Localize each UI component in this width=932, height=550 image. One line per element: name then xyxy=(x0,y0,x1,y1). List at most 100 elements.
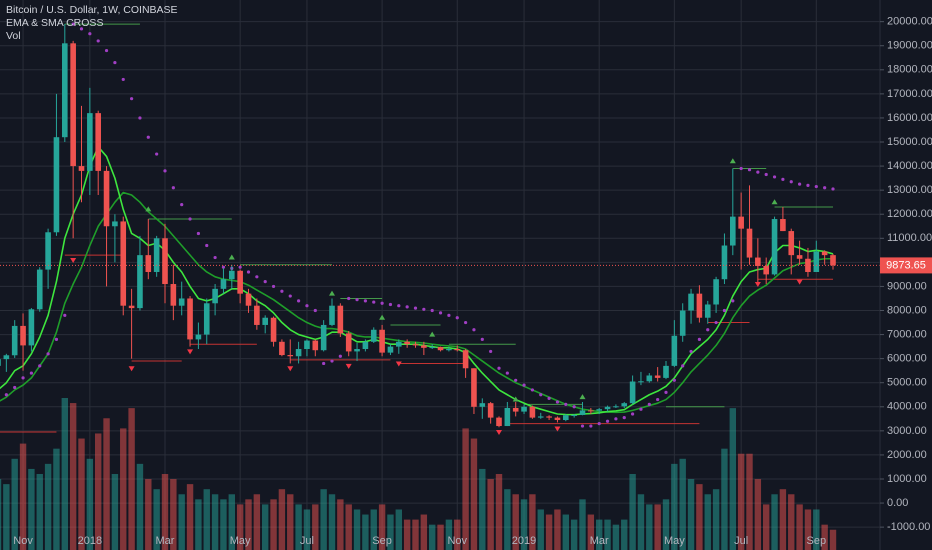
volume-bar xyxy=(596,519,603,550)
candle-body xyxy=(362,341,369,350)
sar-dot xyxy=(597,422,601,426)
volume-bar xyxy=(253,494,261,550)
sar-dot xyxy=(605,419,610,423)
sar-dot xyxy=(530,388,535,392)
down-signal xyxy=(128,366,135,372)
down-signal xyxy=(70,257,77,263)
sar-dot xyxy=(180,202,184,207)
x-tick-label: Jul xyxy=(734,535,748,547)
candle-body xyxy=(512,407,519,412)
candle-body xyxy=(412,344,419,346)
y-tick-label: 11000.00 xyxy=(887,232,932,244)
x-tick-label: 2018 xyxy=(78,535,102,547)
candle-body xyxy=(11,325,18,356)
candle-body xyxy=(128,305,135,309)
volume-bar xyxy=(95,433,102,550)
volume-bar xyxy=(504,489,511,550)
candle-body xyxy=(195,334,202,340)
up-signal xyxy=(579,394,586,400)
candle-body xyxy=(87,113,93,171)
candle-body xyxy=(270,317,277,342)
sar-dot xyxy=(539,393,543,397)
volume-bar xyxy=(295,504,302,550)
volume-bar xyxy=(604,519,611,550)
candle-body xyxy=(212,288,218,304)
volume-bar xyxy=(236,504,244,550)
candle-body xyxy=(354,349,360,352)
sar-dot xyxy=(347,296,351,301)
sar-dot xyxy=(21,376,25,380)
x-tick-label: Jul xyxy=(300,535,314,547)
volume-bar xyxy=(737,453,745,550)
last-price-tag xyxy=(880,257,932,274)
sar-dot xyxy=(104,48,109,53)
volume-bar xyxy=(696,484,703,550)
sar-dot xyxy=(697,337,702,341)
volume-bar xyxy=(245,499,252,550)
down-signal xyxy=(287,366,294,372)
sar-dot xyxy=(163,169,167,173)
volume-bar xyxy=(270,499,277,550)
candle-body xyxy=(53,137,60,233)
volume-bar xyxy=(704,494,711,550)
plot-layer xyxy=(0,22,880,436)
volume-bar xyxy=(262,504,269,550)
volume-bar xyxy=(111,474,119,550)
volume-bar xyxy=(287,494,294,550)
candle-body xyxy=(821,251,828,256)
sar-dot xyxy=(522,383,526,387)
volume-bar xyxy=(654,504,661,550)
y-tick-label: 1000.00 xyxy=(887,473,927,485)
candle-body xyxy=(763,265,769,275)
sar-dot xyxy=(263,280,267,284)
candle-body xyxy=(813,251,820,272)
candle-body xyxy=(679,310,686,336)
sar-dot xyxy=(397,304,401,308)
sar-dot xyxy=(731,299,735,303)
sar-dot xyxy=(422,307,426,311)
volume-bar xyxy=(44,463,52,550)
candle-body xyxy=(771,219,778,275)
sar-dot xyxy=(46,352,50,356)
sar-dot xyxy=(138,116,142,120)
sar-dot xyxy=(372,300,376,304)
volume-label: Vol xyxy=(6,30,21,42)
candle-body xyxy=(788,231,795,256)
candle-body xyxy=(479,403,486,407)
candle-body xyxy=(95,113,101,171)
sar-dot xyxy=(664,390,668,394)
sar-dot xyxy=(113,60,117,65)
volume-bar xyxy=(813,509,820,550)
volume-bar xyxy=(395,509,402,550)
candle-body xyxy=(137,255,143,309)
candle-body xyxy=(704,304,711,318)
sar-dot xyxy=(447,313,451,317)
volume-bar xyxy=(512,494,519,550)
candle-body xyxy=(462,350,469,369)
candle-body xyxy=(404,341,410,345)
volume-bar xyxy=(103,418,110,550)
volume-bar xyxy=(11,458,18,550)
x-tick-label: Sep xyxy=(807,535,827,547)
sar-dot xyxy=(255,275,259,279)
sar-dot xyxy=(823,186,827,190)
candle-body xyxy=(20,325,26,346)
volume-bar xyxy=(61,398,68,550)
candle-body xyxy=(287,355,294,357)
sar-dot xyxy=(681,364,685,368)
volume-bar xyxy=(445,519,453,550)
y-tick-label: 18000.00 xyxy=(887,64,932,76)
candle-body xyxy=(237,270,243,294)
sar-dot xyxy=(196,231,200,236)
volume-bar xyxy=(671,463,678,550)
sar-dot xyxy=(739,166,743,171)
candle-body xyxy=(588,410,594,412)
volume-bar xyxy=(78,438,85,550)
volume-bar xyxy=(437,524,444,550)
volume-bar xyxy=(637,494,645,550)
volume-bar xyxy=(186,484,194,550)
sar-dot xyxy=(338,354,342,358)
volume-bar xyxy=(278,489,286,550)
candle-body xyxy=(696,293,703,318)
